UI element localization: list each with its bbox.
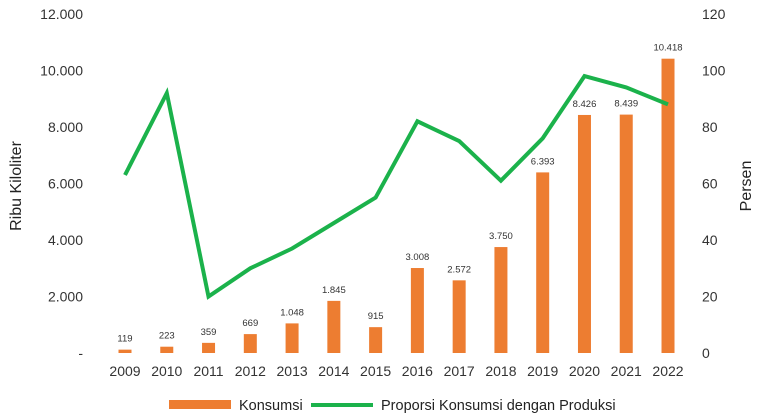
category-label: 2019: [527, 363, 558, 379]
bar-value-label: 915: [368, 311, 384, 322]
category-label: 2014: [318, 363, 349, 379]
right-tick-label: 60: [702, 176, 718, 192]
bar-series: [118, 58, 675, 354]
left-tick-label: 8.000: [48, 119, 83, 135]
bar: [452, 280, 466, 353]
category-label: 2012: [235, 363, 266, 379]
right-tick-label: 20: [702, 289, 718, 305]
left-tick-label: 12.000: [40, 6, 83, 22]
right-axis-label: Persen: [738, 161, 755, 212]
bar: [661, 58, 675, 354]
right-axis-title: Persen: [738, 161, 755, 212]
bar: [494, 247, 508, 353]
line-series: [123, 73, 669, 300]
right-tick-label: 120: [702, 6, 726, 22]
bar: [536, 172, 550, 353]
bar-value-label: 3.750: [489, 231, 513, 242]
category-axis: 2009 2010 2011 2012 2013 2014 2015 2016 2017 2018…: [109, 363, 683, 379]
left-axis-title: Ribu Kiloliter: [8, 140, 25, 230]
bar-value-label: 223: [159, 331, 175, 342]
category-label: 2020: [569, 363, 600, 379]
category-label: 2022: [652, 363, 683, 379]
left-tick-label: 6.000: [48, 176, 83, 192]
category-label: 2009: [109, 363, 140, 379]
bar: [369, 327, 383, 353]
bar-value-label: 10.418: [653, 43, 682, 54]
category-label: 2011: [193, 363, 223, 379]
bar: [118, 349, 132, 353]
bar: [243, 334, 257, 353]
proporsi-line: [123, 73, 669, 300]
left-axis-label: Ribu Kiloliter: [8, 140, 25, 230]
category-label: 2021: [611, 363, 642, 379]
category-label: 2015: [360, 363, 391, 379]
right-tick-label: 0: [702, 345, 710, 361]
left-axis-ticks: - 2.000 4.000 6.000 8.000 10.000 12.000: [40, 6, 83, 361]
bar: [410, 268, 424, 353]
category-label: 2010: [151, 363, 182, 379]
right-tick-label: 100: [702, 63, 726, 79]
bar-value-label: 1.845: [322, 285, 346, 296]
right-tick-label: 80: [702, 119, 718, 135]
legend-label-proporsi: Proporsi Konsumsi dengan Produksi: [381, 398, 616, 414]
bar-value-label: 8.439: [614, 99, 638, 110]
bar-value-label: 359: [201, 327, 217, 338]
bar: [619, 114, 633, 353]
bar-value-label: 3.008: [405, 252, 429, 263]
category-label: 2017: [444, 363, 475, 379]
bar-value-label: 8.426: [573, 99, 597, 110]
bar-value-label: 669: [242, 318, 258, 329]
category-label: 2013: [277, 363, 308, 379]
left-tick-label: 4.000: [48, 232, 83, 248]
bar: [202, 342, 216, 353]
bar-value-label: 2.572: [447, 264, 471, 275]
left-tick-label: 10.000: [40, 63, 83, 79]
left-tick-label: 2.000: [48, 289, 83, 305]
bar-data-labels: 119 223 359 669 1.048 1.845 915 3.008 2.572 3.750…: [117, 43, 682, 345]
legend-swatch-konsumsi: [169, 400, 231, 409]
bar: [327, 300, 341, 353]
bar-value-label: 119: [117, 334, 132, 345]
bar-value-label: 6.393: [531, 156, 555, 167]
legend-label-konsumsi: Konsumsi: [239, 398, 303, 414]
bar: [160, 346, 174, 353]
category-label: 2016: [402, 363, 433, 379]
right-axis-ticks: 0 20 40 60 80 100 120: [702, 6, 726, 361]
left-tick-label: -: [78, 345, 83, 361]
category-label: 2018: [485, 363, 516, 379]
legend: Konsumsi Proporsi Konsumsi dengan Produk…: [169, 398, 616, 414]
bar-value-label: 1.048: [280, 307, 304, 318]
bar: [285, 323, 299, 353]
right-tick-label: 40: [702, 232, 718, 248]
bar: [577, 114, 591, 353]
